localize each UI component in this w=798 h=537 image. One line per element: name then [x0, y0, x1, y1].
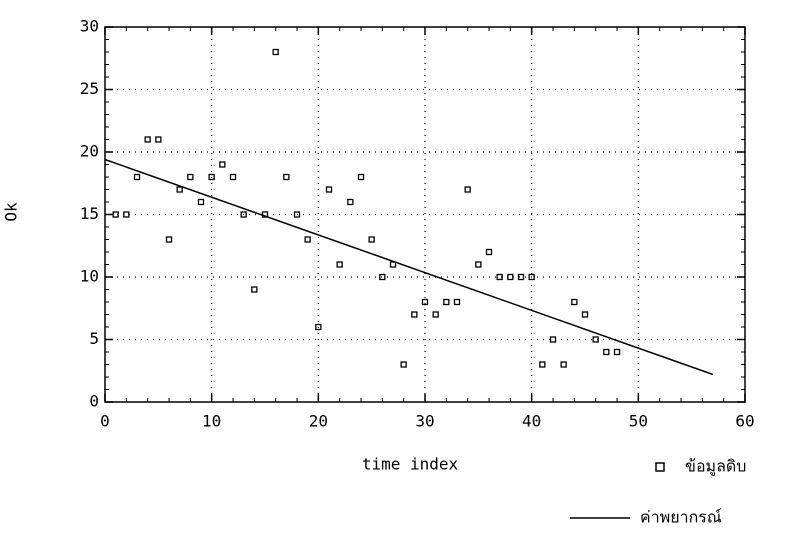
data-point	[539, 361, 546, 368]
data-point	[272, 48, 279, 56]
data-point	[571, 298, 578, 306]
data-point	[528, 273, 535, 281]
data-point	[379, 273, 386, 281]
data-point	[432, 311, 439, 318]
data-point	[176, 186, 183, 193]
data-point	[187, 173, 194, 181]
x-tick-label: 40	[522, 412, 541, 431]
x-tick-label: 30	[415, 412, 434, 431]
data-point	[165, 236, 173, 243]
y-tick-label: 20	[80, 142, 99, 161]
y-tick-label: 25	[80, 79, 99, 98]
data-point	[123, 211, 130, 218]
data-point	[368, 236, 375, 243]
data-point	[549, 336, 557, 343]
data-point	[251, 286, 258, 293]
data-point	[112, 211, 119, 218]
data-point	[347, 198, 354, 206]
data-point	[283, 173, 290, 181]
y-tick-label: 15	[80, 204, 99, 223]
data-point	[315, 323, 322, 331]
data-point	[133, 173, 141, 181]
data-point	[240, 211, 247, 218]
data-point	[325, 186, 333, 193]
y-axis-label: Ok	[2, 202, 21, 222]
data-point	[581, 311, 589, 318]
data-point	[219, 161, 226, 168]
x-tick-label: 0	[100, 412, 110, 431]
y-tick-label: 10	[80, 267, 99, 286]
legend-marker	[655, 462, 665, 472]
data-point	[485, 248, 493, 256]
x-tick-label: 20	[309, 412, 328, 431]
data-point	[603, 348, 610, 356]
data-point	[464, 186, 471, 193]
data-point	[475, 261, 482, 268]
data-point	[507, 273, 514, 281]
y-tick-label: 5	[89, 329, 99, 348]
data-point	[443, 298, 450, 306]
data-point	[496, 273, 503, 281]
data-point	[208, 173, 215, 181]
data-point	[197, 198, 205, 206]
data-point	[293, 211, 301, 218]
x-tick-label: 60	[735, 412, 754, 431]
data-point	[357, 173, 365, 181]
data-point	[560, 361, 567, 368]
data-point	[229, 173, 237, 181]
data-point	[144, 136, 151, 143]
legend-label: ค่าพยากรณ์	[640, 508, 722, 527]
data-point	[613, 348, 621, 356]
data-point	[336, 261, 343, 268]
y-tick-label: 0	[89, 392, 99, 411]
data-point	[304, 236, 311, 243]
x-tick-label: 50	[629, 412, 648, 431]
data-point	[592, 336, 599, 343]
y-tick-label: 30	[80, 17, 99, 36]
data-point	[421, 298, 429, 306]
data-point	[453, 298, 461, 306]
legend-label: ข้อมูลดิบ	[685, 457, 746, 477]
plot-frame	[104, 26, 746, 403]
data-point	[411, 311, 418, 318]
data-point	[400, 361, 407, 368]
data-point	[517, 273, 525, 281]
x-tick-label: 10	[202, 412, 221, 431]
trend-line	[104, 158, 714, 376]
x-axis-label: time index	[362, 455, 459, 474]
data-point	[155, 136, 162, 143]
